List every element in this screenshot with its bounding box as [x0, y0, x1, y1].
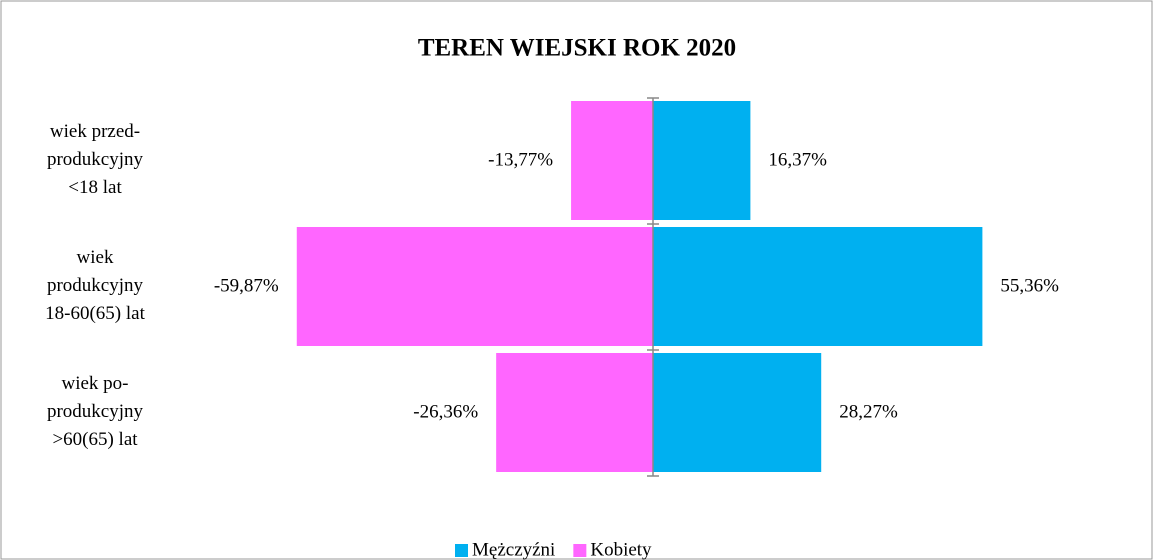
category-label: wiek przed-produkcyjny <18 lat — [47, 121, 144, 198]
data-label: 55,36% — [1000, 275, 1059, 296]
category-label-line: wiek — [77, 247, 114, 268]
category-label-line: >60(65) lat — [52, 429, 138, 450]
legend-label: Kobiety — [590, 539, 652, 560]
bar — [496, 353, 653, 472]
legend-swatch — [455, 544, 468, 557]
category-label-line: wiek po- — [61, 373, 128, 394]
chart-title: TEREN WIEJSKI ROK 2020 — [418, 35, 736, 62]
category-label-line: wiek przed- — [50, 121, 140, 142]
bar — [653, 227, 983, 346]
bar — [653, 353, 822, 472]
bar — [571, 101, 653, 220]
data-label: 16,37% — [768, 149, 827, 170]
data-label: -59,87% — [214, 275, 279, 296]
category-label-line: produkcyjny — [47, 401, 144, 422]
category-label-line: <18 lat — [68, 177, 122, 198]
bar — [653, 101, 751, 220]
category-label-line: produkcyjny — [47, 149, 144, 170]
legend-swatch — [573, 544, 587, 557]
category-label-line: produkcyjny — [47, 275, 144, 296]
data-label: 28,27% — [839, 401, 898, 422]
data-label: -26,36% — [413, 401, 478, 422]
bar — [296, 227, 653, 346]
category-label-line: 18-60(65) lat — [45, 303, 145, 324]
category-label: wiek produkcyjny 18-60(65) lat — [45, 247, 145, 324]
category-label: wiek po-produkcyjny >60(65) lat — [47, 373, 144, 450]
data-label: -13,77% — [488, 149, 553, 170]
legend-label: Mężczyźni — [472, 539, 555, 560]
